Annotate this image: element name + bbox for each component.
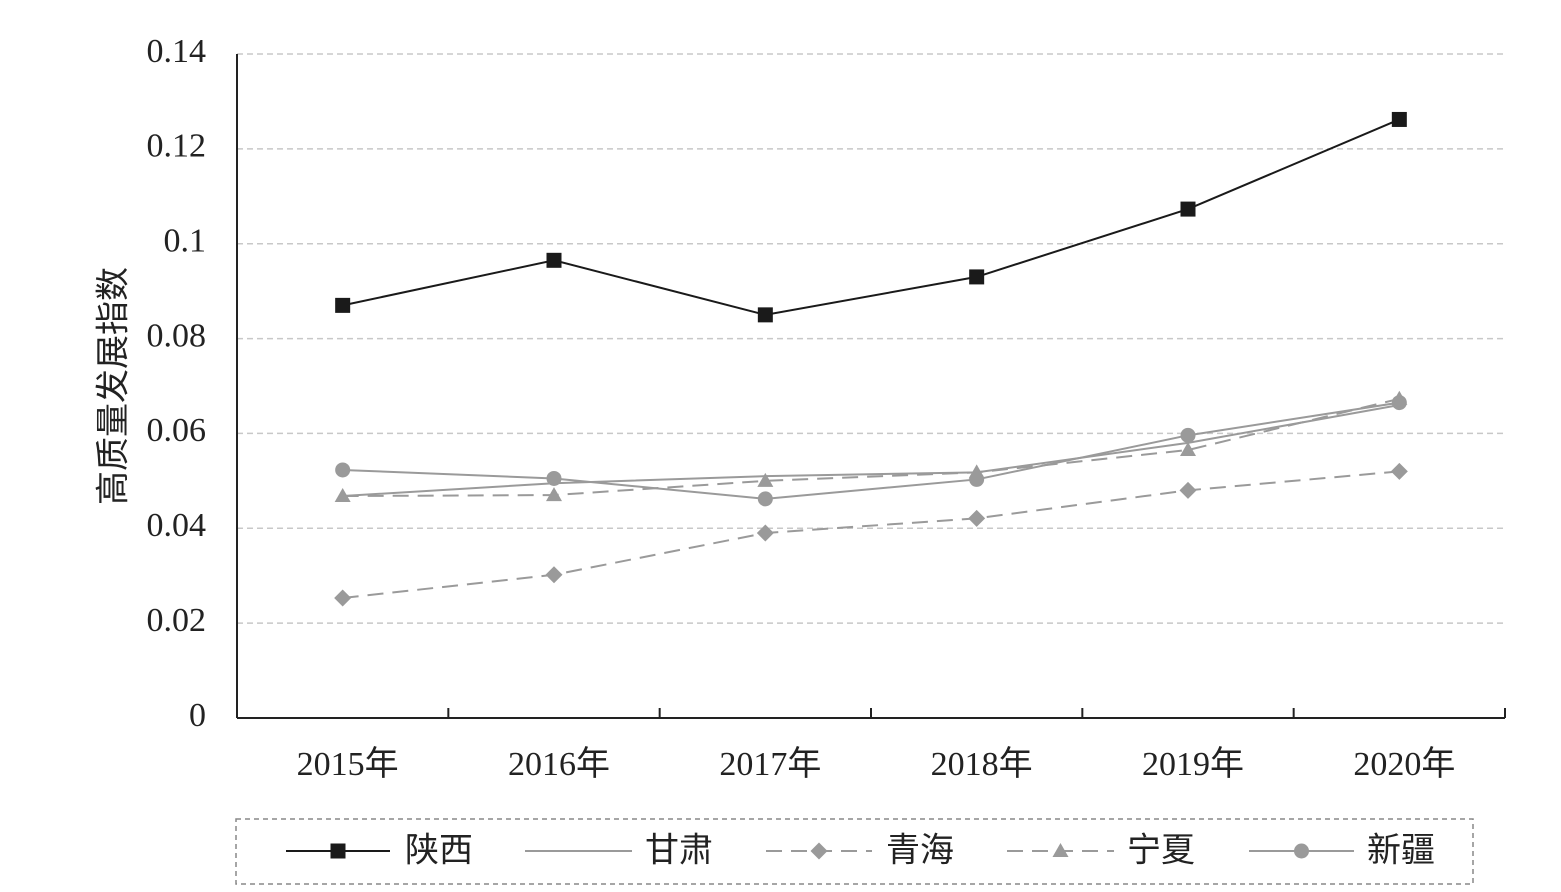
axes xyxy=(236,54,1506,719)
legend-item: 宁夏 xyxy=(1007,831,1195,871)
data-point xyxy=(334,589,352,607)
y-axis-title: 高质量发展指数 xyxy=(94,267,134,505)
data-point xyxy=(545,566,563,584)
y-tick-label: 0.14 xyxy=(147,33,207,70)
data-point xyxy=(1180,442,1196,457)
data-point xyxy=(968,509,986,527)
x-tick-label: 2020年 xyxy=(1353,745,1455,783)
x-tick-label: 2019年 xyxy=(1142,745,1244,783)
data-point xyxy=(335,297,351,313)
series-2 xyxy=(342,403,1400,498)
data-point xyxy=(546,470,562,486)
x-tick-labels: 2015年 2016年 2017年 2018年 2019年 2020年 xyxy=(297,745,1456,783)
data-point xyxy=(810,842,828,860)
series-line xyxy=(342,470,1400,599)
x-tick-label: 2018年 xyxy=(931,745,1033,783)
y-tick-label: 0.04 xyxy=(147,507,207,544)
data-point xyxy=(546,252,562,268)
data-point xyxy=(546,487,562,502)
legend-item: 新疆 xyxy=(1249,831,1435,871)
y-tick-labels: 0 0.02 0.04 0.06 0.08 0.1 0.12 0.14 xyxy=(147,33,207,734)
data-point xyxy=(757,491,773,507)
series-line xyxy=(342,397,1400,498)
data-point xyxy=(969,269,985,285)
y-tick-label: 0.08 xyxy=(147,317,207,354)
x-tick-label: 2015年 xyxy=(297,745,399,783)
y-tick-label: 0.06 xyxy=(147,412,207,449)
legend-label: 甘肃 xyxy=(645,831,713,871)
data-point xyxy=(756,524,774,542)
data-point xyxy=(334,488,351,503)
data-point xyxy=(757,472,774,487)
series-1 xyxy=(335,111,1407,323)
legend-item: 青海 xyxy=(766,831,954,871)
y-tick-label: 0.1 xyxy=(164,223,207,260)
series-line xyxy=(342,401,1400,500)
series-5 xyxy=(335,395,1407,507)
data-point xyxy=(1294,843,1309,859)
y-tick-label: 0 xyxy=(189,697,206,734)
data-point xyxy=(1391,395,1407,411)
legend-label: 青海 xyxy=(886,831,954,871)
legend: 陕西 甘肃 青海 宁夏 新疆 xyxy=(235,818,1474,885)
series-line xyxy=(342,403,1400,498)
data-point xyxy=(1052,843,1069,857)
data-point xyxy=(1391,111,1407,127)
y-tick-label: 0.02 xyxy=(147,602,207,639)
legend-item: 陕西 xyxy=(286,831,473,871)
legend-label: 宁夏 xyxy=(1127,831,1195,871)
legend-label: 新疆 xyxy=(1367,831,1435,871)
gridlines xyxy=(237,53,1505,624)
data-point xyxy=(335,462,351,478)
legend-item: 甘肃 xyxy=(525,831,713,871)
legend-frame xyxy=(235,818,1474,885)
data-point xyxy=(1390,462,1408,480)
series-line xyxy=(342,118,1400,316)
x-tick-label: 2016年 xyxy=(508,745,610,783)
data-point xyxy=(1180,427,1196,443)
data-point xyxy=(330,843,346,859)
y-tick-label: 0.12 xyxy=(147,128,207,165)
data-point xyxy=(969,471,985,487)
data-point xyxy=(757,307,773,323)
series xyxy=(334,111,1408,607)
series-3 xyxy=(334,462,1408,607)
x-tick-label: 2017年 xyxy=(719,745,821,783)
data-point xyxy=(1179,481,1197,499)
data-point xyxy=(1180,201,1196,217)
legend-label: 陕西 xyxy=(405,831,473,871)
